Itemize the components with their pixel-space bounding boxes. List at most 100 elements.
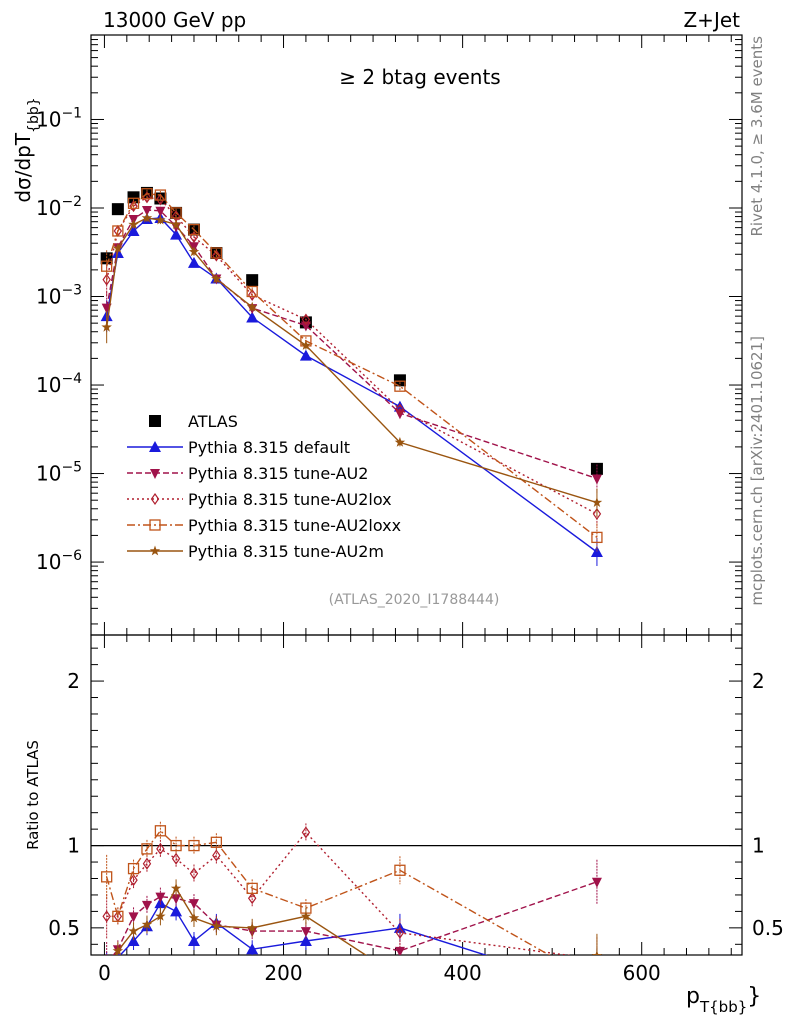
ratio-y-tick-label-right: 1 bbox=[752, 834, 765, 858]
main-y-tick-label: 10−1 bbox=[36, 105, 82, 131]
series-line-AU2loxx bbox=[106, 192, 598, 538]
marker-AU2m bbox=[211, 920, 222, 931]
marker-AU2m bbox=[247, 301, 258, 312]
main-y-tick-exp: −3 bbox=[61, 283, 82, 299]
series-AU2 bbox=[106, 859, 602, 955]
marker-AU2lox bbox=[189, 230, 199, 244]
marker-default bbox=[299, 349, 312, 361]
marker-AU2loxx bbox=[394, 380, 406, 392]
series-AU2lox bbox=[102, 823, 599, 955]
marker-AU2lox bbox=[395, 926, 405, 939]
legend-label-AU2m: Pythia 8.315 tune-AU2m bbox=[188, 542, 384, 561]
marker-AU2m bbox=[141, 212, 153, 223]
x-axis-label-sub: T{bb} bbox=[699, 998, 747, 1016]
marker-AU2lox bbox=[301, 826, 311, 839]
series-AU2m bbox=[101, 212, 603, 517]
legend-item-default: Pythia 8.315 default bbox=[127, 438, 350, 457]
marker-default bbox=[246, 311, 259, 323]
x-axis-label-text: p bbox=[686, 984, 700, 1009]
marker-default bbox=[591, 984, 603, 995]
marker-AU2 bbox=[591, 474, 602, 485]
marker-default bbox=[170, 905, 183, 917]
marker-AU2m bbox=[141, 919, 153, 929]
marker-AU2m bbox=[394, 436, 406, 447]
marker-AU2loxx bbox=[394, 864, 406, 876]
main-y-tick-label: 10−4 bbox=[36, 371, 82, 397]
marker-AU2lox bbox=[247, 892, 257, 905]
main-y-tick-base: 10 bbox=[36, 196, 61, 220]
main-y-tick-label: 10−2 bbox=[36, 194, 82, 220]
marker-AU2 bbox=[300, 927, 311, 938]
marker-default bbox=[187, 935, 200, 947]
marker-AU2loxx bbox=[210, 836, 223, 848]
marker-AU2m bbox=[170, 219, 182, 229]
marker-AU2m bbox=[112, 945, 124, 955]
marker-AU2loxx bbox=[170, 839, 182, 852]
marker-AU2 bbox=[591, 877, 602, 888]
marker-AU2m bbox=[188, 912, 200, 923]
main-y-tick-exp: −1 bbox=[61, 105, 82, 121]
marker-AU2lox bbox=[156, 842, 165, 855]
marker-AU2lox bbox=[247, 288, 257, 302]
marker-AU2m bbox=[211, 273, 222, 284]
marker-default bbox=[246, 943, 259, 955]
main-y-tick-label: 10−6 bbox=[36, 548, 82, 574]
analysis-id: (ATLAS_2020_I1788444) bbox=[329, 592, 500, 608]
ratio-y-tick-label-right: 2 bbox=[752, 669, 765, 693]
main-y-tick-base: 10 bbox=[36, 550, 61, 574]
side-label-bottom: mcplots.cern.ch [arXiv:2401.10621] bbox=[748, 336, 766, 606]
ratio-series-layer bbox=[101, 821, 603, 995]
marker-AU2m bbox=[300, 910, 312, 921]
legend-item-AU2loxx: Pythia 8.315 tune-AU2loxx bbox=[127, 516, 401, 535]
main-y-tick-exp: −6 bbox=[61, 548, 82, 564]
marker-AU2loxx bbox=[101, 871, 113, 883]
marker-AU2 bbox=[155, 892, 166, 903]
main-y-tick-label: 10−5 bbox=[36, 460, 82, 486]
selection-label: ≥ 2 btag events bbox=[339, 65, 500, 89]
marker-AU2loxx bbox=[210, 247, 223, 259]
marker-AU2loxx bbox=[154, 189, 167, 201]
legend-label-AU2loxx: Pythia 8.315 tune-AU2loxx bbox=[188, 516, 401, 535]
marker-AU2m bbox=[155, 214, 166, 225]
marker-AU2loxx bbox=[170, 207, 182, 219]
main-y-tick-base: 10 bbox=[36, 285, 61, 309]
x-tick-label: 200 bbox=[264, 961, 302, 985]
main-y-tick-exp: −2 bbox=[61, 194, 82, 210]
legend-marker-AU2 bbox=[150, 469, 160, 479]
legend-marker-AU2loxx bbox=[149, 519, 161, 531]
legend-label-default: Pythia 8.315 default bbox=[188, 438, 350, 457]
marker-AU2m bbox=[188, 246, 200, 257]
marker-AU2lox bbox=[102, 910, 111, 923]
marker-AU2m bbox=[170, 882, 182, 893]
marker-ATLAS bbox=[127, 191, 140, 204]
marker-AU2 bbox=[155, 206, 166, 217]
marker-AU2loxx bbox=[246, 285, 258, 298]
series-line-AU2 bbox=[106, 209, 598, 480]
marker-ATLAS bbox=[393, 374, 406, 387]
marker-AU2m bbox=[128, 219, 139, 229]
legend-marker-AU2m bbox=[149, 545, 161, 556]
marker-AU2 bbox=[141, 900, 152, 911]
marker-AU2 bbox=[300, 321, 311, 332]
svg-text:dσ/dpT{bb}: dσ/dpT{bb} bbox=[11, 97, 42, 202]
ratio-y-tick-label-right: 0.5 bbox=[752, 916, 784, 940]
legend-marker-ATLAS bbox=[149, 415, 161, 427]
series-AU2loxx bbox=[101, 821, 551, 955]
marker-default bbox=[127, 224, 140, 236]
marker-AU2m bbox=[112, 242, 124, 253]
legend-item-ATLAS: ATLAS bbox=[149, 412, 238, 431]
series-line-AU2lox bbox=[106, 196, 598, 515]
x-tick-label: 400 bbox=[444, 961, 482, 985]
series-line-AU2lox bbox=[106, 831, 572, 955]
ratio-y-tick-label-left: 0.5 bbox=[48, 916, 80, 940]
main-y-tick-exp: −5 bbox=[61, 460, 82, 476]
marker-AU2loxx bbox=[112, 910, 124, 922]
series-line-AU2 bbox=[112, 881, 598, 955]
series-line-AU2loxx bbox=[106, 829, 551, 955]
ratio-y-tick-label-left: 2 bbox=[67, 669, 80, 693]
marker-ATLAS bbox=[246, 274, 259, 287]
marker-AU2lox bbox=[395, 403, 405, 416]
marker-AU2loxx bbox=[188, 839, 200, 852]
main-y-axis-label: dσ/dpT{bb} bbox=[11, 97, 42, 202]
marker-AU2loxx bbox=[591, 531, 603, 544]
